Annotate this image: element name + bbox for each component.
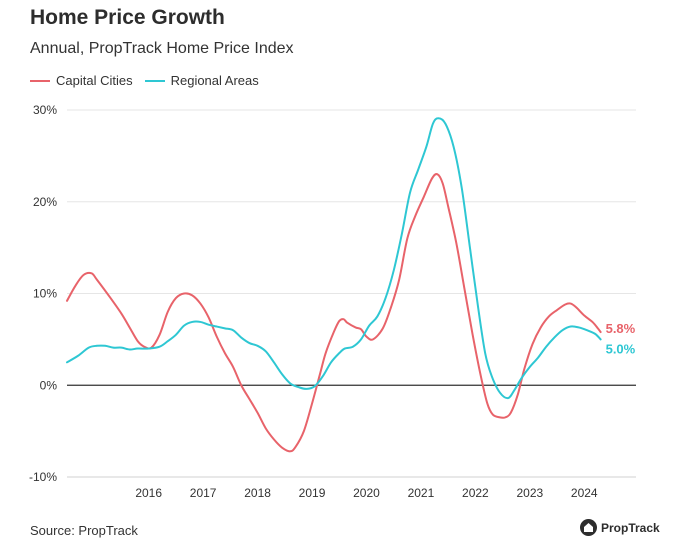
legend-label-capital-cities: Capital Cities: [56, 73, 133, 88]
x-tick-label: 2019: [299, 486, 326, 500]
x-tick-label: 2018: [244, 486, 271, 500]
source-note: Source: PropTrack: [30, 523, 138, 538]
x-tick-label: 2021: [408, 486, 435, 500]
legend-swatch-capital-cities: [30, 79, 50, 82]
y-tick-label: 30%: [33, 103, 57, 117]
y-tick-label: 10%: [33, 287, 57, 301]
end-value-label-capital-cities: 5.8%: [606, 321, 636, 336]
y-tick-label: -10%: [29, 470, 57, 484]
brand-name: PropTrack: [601, 520, 660, 535]
series-line-capital-cities: [66, 173, 602, 453]
chart-title: Home Price Growth: [30, 6, 225, 29]
proptrack-logo-icon: [580, 519, 597, 536]
x-tick-label: 2020: [353, 486, 380, 500]
x-tick-label: 2016: [135, 486, 162, 500]
x-tick-label: 2023: [516, 486, 543, 500]
y-tick-label: 0%: [40, 378, 58, 392]
legend-item-capital-cities: Capital Cities: [30, 73, 133, 88]
y-tick-label: 20%: [33, 195, 57, 209]
legend-item-regional-areas: Regional Areas: [144, 73, 259, 88]
end-value-label-regional-areas: 5.0%: [606, 341, 636, 356]
x-tick-label: 2022: [462, 486, 489, 500]
x-tick-label: 2024: [571, 486, 598, 500]
chart-subtitle: Annual, PropTrack Home Price Index: [30, 40, 294, 57]
legend: Capital Cities Regional Areas: [30, 73, 271, 88]
series-line-regional-areas: [66, 117, 602, 400]
x-tick-label: 2017: [190, 486, 217, 500]
legend-label-regional-areas: Regional Areas: [170, 73, 259, 88]
legend-swatch-regional-areas: [144, 79, 165, 82]
brand-logo: PropTrack: [580, 519, 660, 536]
